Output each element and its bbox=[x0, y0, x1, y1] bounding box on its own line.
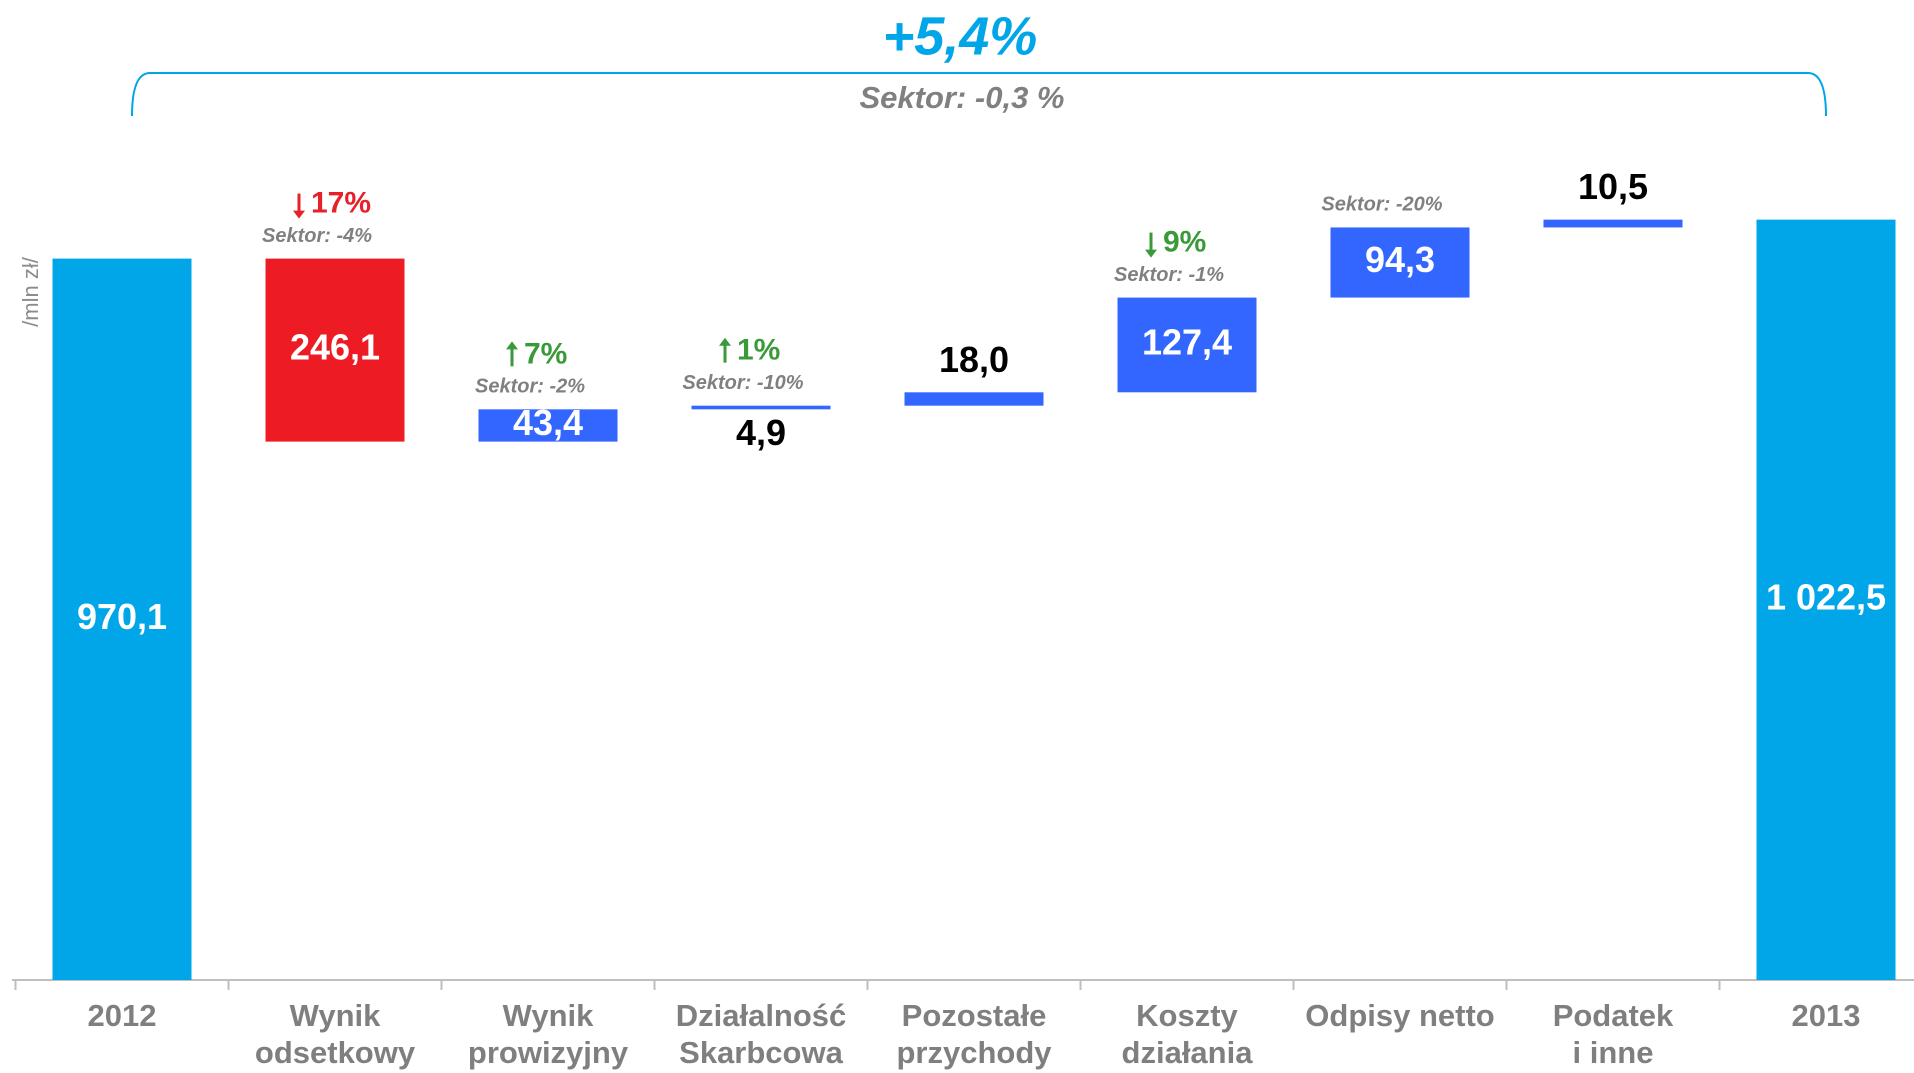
x-tick-label: Wynik prowizyjny bbox=[467, 998, 629, 1070]
value-label: 127,4 bbox=[1142, 321, 1232, 362]
change-arrowhead bbox=[1145, 249, 1157, 258]
value-label: 94,3 bbox=[1365, 239, 1435, 280]
change-label: 9% bbox=[1163, 225, 1206, 258]
x-tick-label: Pozostałe przychody bbox=[896, 998, 1052, 1070]
x-tick-label: Działalność Skarbcowa bbox=[675, 998, 847, 1070]
value-label: 10,5 bbox=[1578, 166, 1648, 207]
change-arrowhead bbox=[293, 210, 305, 219]
value-label: 4,9 bbox=[736, 412, 786, 453]
bracket bbox=[131, 72, 1827, 117]
bar bbox=[1756, 219, 1896, 980]
sector-label: Sektor: -10% bbox=[682, 372, 803, 394]
chart-title: +5,4% bbox=[883, 6, 1038, 66]
bar bbox=[1117, 297, 1257, 393]
y-axis-label: /mln zł/ bbox=[18, 256, 43, 327]
change-label: 1% bbox=[737, 334, 780, 367]
x-tick-label: Podatek i inne bbox=[1552, 998, 1674, 1070]
bar bbox=[265, 258, 405, 442]
value-label: 1 022,5 bbox=[1766, 576, 1886, 617]
x-tick-label: Wynik odsetkowy bbox=[254, 998, 416, 1070]
sector-label: Sektor: -4% bbox=[262, 225, 372, 247]
x-tick-label: Koszty działania bbox=[1121, 998, 1253, 1070]
sector-label: Sektor: -1% bbox=[1114, 264, 1224, 286]
x-tick-label: 2013 bbox=[1791, 998, 1861, 1033]
sector-label: Sektor: -2% bbox=[475, 376, 585, 398]
change-arrowhead bbox=[719, 337, 731, 346]
x-tick-label: Odpisy netto bbox=[1305, 998, 1495, 1033]
x-tick-label: 2012 bbox=[87, 998, 157, 1033]
sector-label: Sektor: -20% bbox=[1321, 194, 1442, 216]
bar bbox=[691, 405, 831, 410]
change-label: 7% bbox=[524, 337, 567, 370]
bar bbox=[1543, 219, 1683, 228]
chart-subtitle: Sektor: -0,3 % bbox=[859, 80, 1064, 115]
value-label: 18,0 bbox=[939, 339, 1009, 380]
change-arrowhead bbox=[506, 341, 518, 350]
bar bbox=[904, 392, 1044, 406]
change-label: 17% bbox=[311, 187, 371, 220]
value-label: 43,4 bbox=[513, 402, 583, 443]
bar bbox=[478, 409, 618, 442]
bar bbox=[1330, 227, 1470, 298]
value-label: 970,1 bbox=[77, 596, 167, 637]
value-label: 246,1 bbox=[290, 327, 380, 368]
bar bbox=[52, 258, 192, 980]
